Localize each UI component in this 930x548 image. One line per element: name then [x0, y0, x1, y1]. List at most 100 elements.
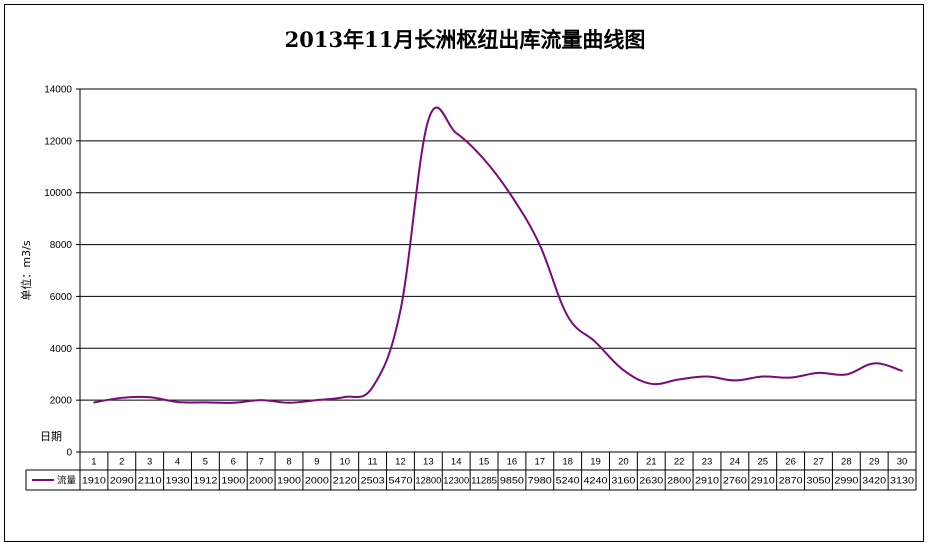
- table-value: 2110: [138, 476, 162, 487]
- x-tick-label: 11: [368, 457, 378, 468]
- data-point: [204, 401, 207, 404]
- x-tick-label: 5: [203, 457, 208, 468]
- table-value: 3420: [862, 476, 886, 487]
- x-tick-label: 1: [91, 457, 96, 468]
- data-point: [427, 119, 430, 121]
- table-value: 1900: [277, 476, 301, 487]
- data-point: [511, 195, 513, 198]
- data-point: [371, 386, 374, 388]
- table-value: 4240: [584, 476, 608, 487]
- x-tick-label: 6: [231, 457, 236, 468]
- y-tick-label: 10000: [44, 188, 72, 199]
- data-point: [789, 376, 792, 379]
- x-tick-label: 26: [785, 457, 796, 468]
- table-value: 2910: [695, 476, 719, 487]
- data-point: [817, 372, 820, 374]
- table-value: 12300: [443, 476, 469, 487]
- table-value: 9850: [500, 476, 524, 487]
- data-point: [148, 396, 151, 399]
- x-tick-label: 16: [507, 457, 518, 468]
- table-value: 2120: [333, 476, 357, 487]
- data-point: [343, 396, 346, 398]
- table-value: 2870: [779, 476, 803, 487]
- table-value: 3160: [611, 476, 635, 487]
- plot-area: [79, 88, 917, 453]
- table-value: 5470: [388, 476, 412, 487]
- y-tick-label: 6000: [50, 292, 73, 303]
- y-tick-label: 2000: [50, 396, 73, 407]
- series-line-flow: [93, 106, 903, 404]
- x-tick-label: 9: [314, 457, 319, 468]
- data-point: [260, 399, 262, 401]
- x-tick-label: 10: [339, 457, 350, 468]
- x-tick-label: 13: [423, 457, 434, 468]
- x-tick-label: 21: [646, 457, 657, 468]
- x-tick-label: 2: [119, 457, 124, 468]
- x-tick-label: 12: [395, 457, 406, 468]
- data-point: [566, 315, 569, 317]
- table-value: 2090: [110, 476, 134, 487]
- data-point: [594, 341, 597, 343]
- data-point: [539, 244, 541, 246]
- table-value: 1912: [193, 476, 217, 487]
- x-tick-label: 29: [869, 457, 880, 468]
- table-value: 1910: [82, 476, 106, 487]
- x-tick-label: 17: [535, 457, 546, 468]
- data-point: [845, 373, 848, 376]
- table-value: 3130: [890, 476, 914, 487]
- x-tick-label: 14: [451, 457, 462, 468]
- data-point: [121, 397, 123, 399]
- x-tick-label: 7: [258, 457, 263, 468]
- table-value: 2503: [361, 476, 385, 487]
- table-value: 2000: [249, 476, 273, 487]
- x-tick-label: 27: [813, 457, 824, 468]
- table-value: 1930: [166, 476, 190, 487]
- x-tick-label: 24: [730, 457, 741, 468]
- table-value: 5240: [556, 476, 580, 487]
- x-tick-label: 18: [562, 457, 573, 468]
- x-tick-label: 19: [590, 457, 601, 468]
- x-tick-label: 25: [757, 457, 768, 468]
- data-point: [399, 309, 402, 311]
- table-value: 7980: [528, 476, 552, 487]
- table-value: 12800: [415, 476, 441, 487]
- x-tick-label: 23: [702, 457, 713, 468]
- data-point: [901, 370, 903, 372]
- data-point: [873, 362, 875, 365]
- table-value: 2990: [834, 476, 858, 487]
- data-point: [455, 132, 458, 134]
- data-point: [706, 375, 708, 378]
- table-value: 1900: [221, 476, 245, 487]
- y-tick-label: 4000: [50, 344, 73, 355]
- table-value: 2760: [723, 476, 747, 487]
- chart-title: 2013年11月长洲枢纽出库流量曲线图: [284, 27, 646, 52]
- x-axis-label: 日期: [40, 430, 62, 443]
- data-point: [316, 399, 318, 401]
- x-tick-label: 8: [286, 457, 291, 468]
- data-point: [288, 401, 290, 404]
- table-value: 3050: [806, 476, 830, 487]
- data-point: [232, 401, 235, 404]
- data-point: [678, 378, 680, 381]
- table-value: 2800: [667, 476, 691, 487]
- table-value: 2630: [639, 476, 663, 487]
- x-tick-label: 15: [479, 457, 490, 468]
- y-tick-label: 0: [66, 448, 72, 459]
- data-point: [622, 369, 625, 371]
- data-point: [483, 158, 485, 161]
- data-point: [734, 379, 736, 382]
- y-axis-label: 单位：m3/s: [19, 240, 33, 300]
- table-value: 2910: [751, 476, 775, 487]
- y-tick-label: 8000: [50, 240, 73, 251]
- x-tick-label: 3: [147, 457, 152, 468]
- x-tick-label: 28: [841, 457, 852, 468]
- y-tick-label: 14000: [44, 85, 72, 96]
- legend-label: 流量: [57, 475, 77, 487]
- x-tick-label: 4: [175, 457, 180, 468]
- data-point: [761, 375, 764, 378]
- x-tick-label: 30: [897, 457, 908, 468]
- y-tick-label: 12000: [44, 136, 72, 147]
- data-point: [176, 401, 179, 403]
- x-tick-label: 20: [618, 457, 629, 468]
